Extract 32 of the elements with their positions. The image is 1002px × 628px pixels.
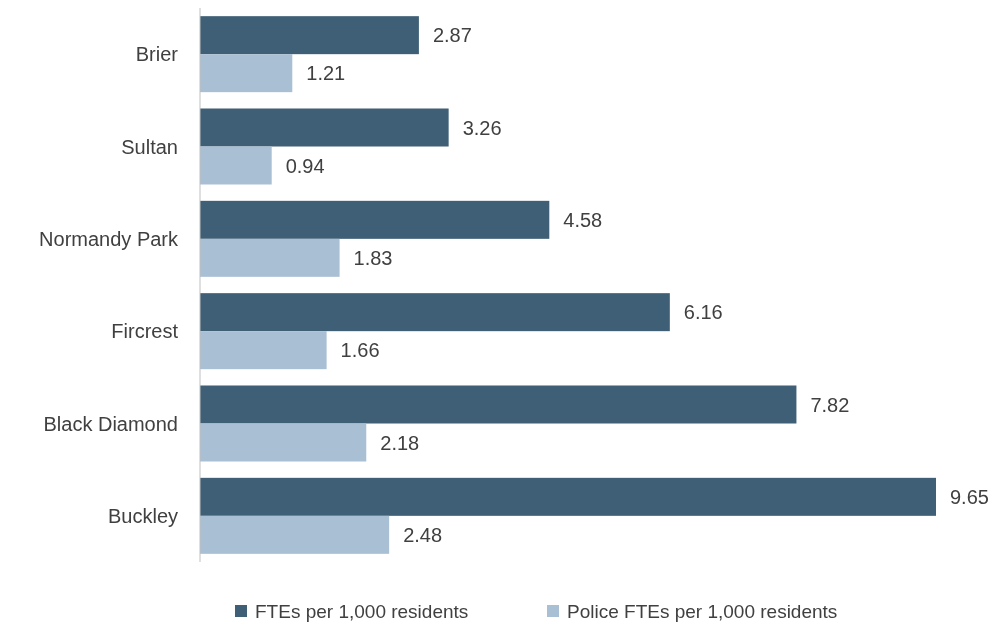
data-label: 3.26 — [462, 116, 502, 139]
bar — [200, 331, 327, 370]
y-tick-label: Buckley — [107, 504, 178, 527]
y-tick-label: Black Diamond — [43, 412, 178, 435]
legend-label: FTEs per 1,000 residents — [255, 600, 469, 622]
bar — [200, 200, 550, 239]
data-label: 1.21 — [306, 62, 346, 85]
data-label: 2.18 — [380, 431, 420, 454]
y-tick-label: Brier — [135, 43, 179, 66]
bar — [200, 146, 272, 185]
data-label: 7.82 — [810, 393, 850, 416]
data-label: 1.83 — [353, 246, 393, 269]
legend-label: Police FTEs per 1,000 residents — [567, 600, 838, 622]
bar — [200, 423, 367, 462]
data-label: 2.48 — [403, 523, 443, 546]
y-tick-label: Normandy Park — [39, 227, 179, 250]
y-tick-label: Sultan — [121, 135, 178, 158]
bar — [200, 108, 449, 147]
data-label: 9.65 — [950, 485, 989, 508]
data-label: 2.87 — [432, 24, 472, 47]
data-label: 4.58 — [563, 208, 603, 231]
bar — [200, 515, 390, 554]
bar — [200, 238, 340, 277]
y-tick-label: Fircrest — [111, 320, 179, 343]
data-label: 0.94 — [285, 154, 325, 177]
bar — [200, 477, 936, 516]
bar — [200, 385, 797, 424]
data-label: 6.16 — [683, 301, 723, 324]
data-label: 1.66 — [340, 339, 380, 362]
bar — [200, 54, 293, 93]
bar — [200, 16, 419, 55]
bar — [200, 293, 670, 332]
